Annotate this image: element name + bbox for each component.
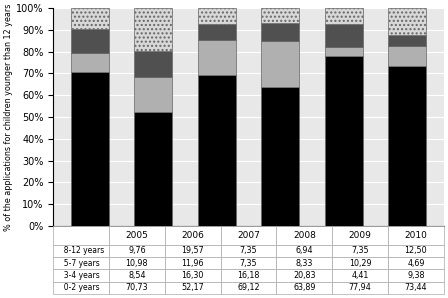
Bar bbox=[388, 66, 426, 226]
Bar bbox=[71, 30, 109, 53]
Bar bbox=[388, 46, 426, 66]
Bar bbox=[71, 72, 109, 226]
Bar bbox=[134, 51, 172, 77]
Bar bbox=[325, 8, 362, 24]
Bar bbox=[261, 23, 299, 41]
Bar bbox=[198, 75, 236, 226]
Bar bbox=[388, 35, 426, 46]
Bar bbox=[134, 77, 172, 112]
Y-axis label: % of the applications for children younger than 12 years: % of the applications for children young… bbox=[4, 3, 13, 231]
Bar bbox=[198, 24, 236, 40]
Bar bbox=[261, 8, 299, 23]
Bar bbox=[134, 112, 172, 226]
Bar bbox=[325, 24, 362, 46]
Bar bbox=[325, 46, 362, 56]
Bar bbox=[71, 8, 109, 30]
Bar bbox=[134, 8, 172, 51]
Bar bbox=[261, 87, 299, 226]
Bar bbox=[325, 56, 362, 226]
Bar bbox=[388, 8, 426, 35]
Bar bbox=[71, 53, 109, 72]
Bar bbox=[261, 41, 299, 87]
Bar bbox=[198, 40, 236, 75]
Bar bbox=[198, 8, 236, 24]
